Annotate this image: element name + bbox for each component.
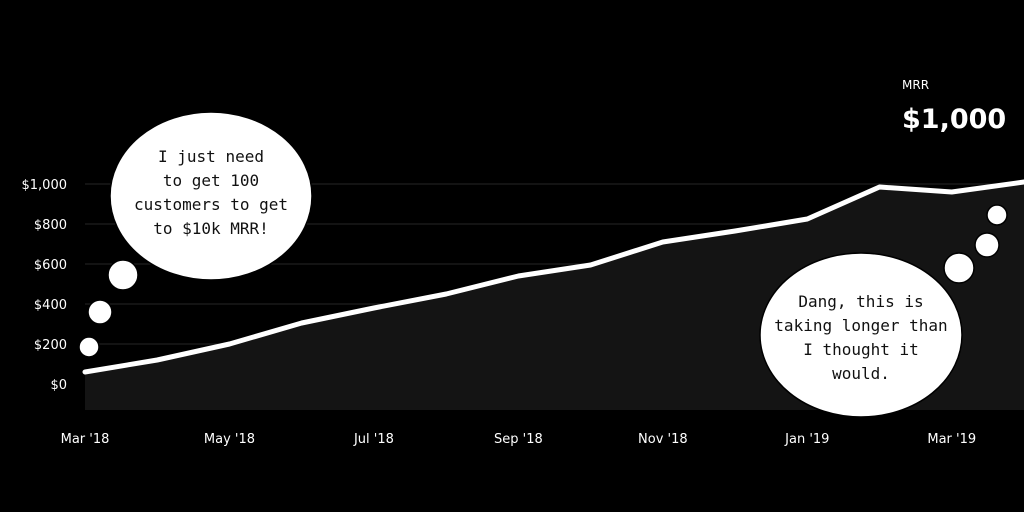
thought-dot bbox=[107, 259, 139, 291]
thought-bubble-body bbox=[759, 252, 963, 418]
mrr-label: MRR bbox=[902, 78, 930, 92]
x-tick-label: Mar '18 bbox=[61, 432, 110, 447]
x-tick-label: Sep '18 bbox=[494, 432, 543, 447]
bubble-text-line: would. bbox=[832, 364, 890, 383]
thought-bubble-body bbox=[109, 111, 313, 281]
y-tick-label: $400 bbox=[34, 298, 67, 313]
y-tick-label: $1,000 bbox=[22, 178, 68, 193]
y-tick-label: $600 bbox=[34, 258, 67, 273]
bubble-text-line: Dang, this is bbox=[798, 292, 923, 311]
bubble-text-line: customers to get bbox=[134, 195, 288, 214]
x-tick-label: May '18 bbox=[204, 432, 255, 447]
bubble-text-line: taking longer than bbox=[774, 316, 947, 335]
y-tick-label: $200 bbox=[34, 338, 67, 353]
thought-dot bbox=[974, 232, 1000, 258]
mrr-value: $1,000 bbox=[902, 104, 1007, 135]
mrr-line bbox=[82, 179, 1024, 375]
x-tick-label: Nov '18 bbox=[638, 432, 688, 447]
thought-dot bbox=[986, 204, 1008, 226]
x-tick-label: Mar '19 bbox=[927, 432, 976, 447]
y-tick-label: $0 bbox=[50, 378, 67, 393]
bubble-text-line: I just need bbox=[158, 147, 264, 166]
x-tick-label: Jan '19 bbox=[784, 432, 829, 447]
bubble-text-line: to get 100 bbox=[163, 171, 259, 190]
thought-dot bbox=[943, 252, 975, 284]
x-tick-label: Jul '18 bbox=[353, 432, 394, 447]
y-axis-ticks: $0 $200 $400 $600 $800 $1,000 bbox=[22, 178, 68, 393]
bubble-text-line: I thought it bbox=[803, 340, 919, 359]
thought-dot bbox=[87, 299, 113, 325]
thought-dot bbox=[78, 336, 100, 358]
bubble-text-line: to $10k MRR! bbox=[153, 219, 269, 238]
thought-bubble-left: I just need to get 100 customers to get … bbox=[78, 111, 313, 358]
thought-bubble-right: Dang, this is taking longer than I thoug… bbox=[759, 204, 1008, 418]
x-axis-ticks: Mar '18 May '18 Jul '18 Sep '18 Nov '18 Jan '… bbox=[61, 432, 977, 447]
y-tick-label: $800 bbox=[34, 218, 67, 233]
